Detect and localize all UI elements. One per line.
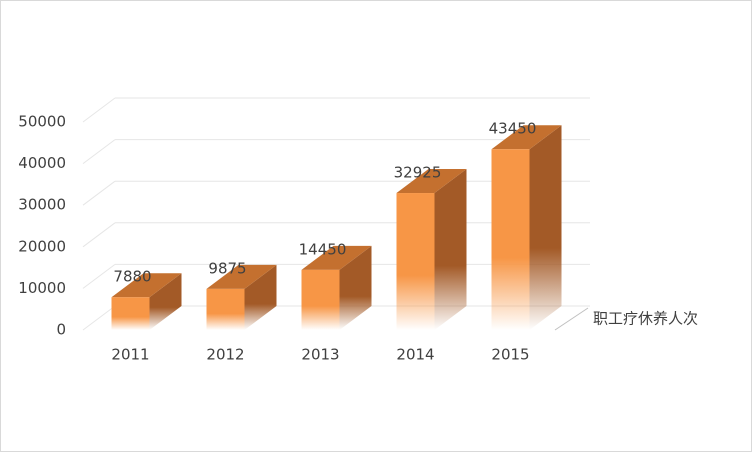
x-tick-label: 2011	[111, 346, 149, 364]
value-label: 14450	[299, 240, 347, 258]
bar	[301, 269, 340, 330]
bar-top	[396, 169, 467, 194]
x-tick-label: 2013	[301, 346, 339, 364]
x-tick-label: 2014	[396, 346, 434, 364]
grid-line	[82, 97, 116, 123]
grid-line	[82, 139, 116, 165]
grid-line	[82, 305, 116, 331]
bar-top	[206, 264, 277, 289]
value-label: 32925	[394, 164, 442, 182]
x-tick-label: 2015	[491, 346, 529, 364]
y-tick-label: 30000	[18, 196, 66, 214]
y-tick-label: 0	[56, 321, 66, 339]
grid-line	[82, 222, 116, 248]
depth-axis	[554, 307, 589, 331]
y-tick-label: 50000	[18, 113, 66, 131]
y-tick-label: 20000	[18, 237, 66, 255]
bar-side	[339, 245, 372, 330]
bar-side	[529, 125, 562, 330]
y-tick-label: 40000	[18, 154, 66, 172]
value-label: 43450	[489, 120, 537, 138]
bar	[206, 288, 245, 330]
bar	[491, 149, 530, 330]
grid-line	[82, 180, 116, 206]
bar-top	[111, 273, 182, 298]
bar-side	[244, 264, 277, 330]
bar	[111, 297, 150, 330]
grid-line	[82, 263, 116, 289]
bar	[396, 193, 435, 330]
value-label: 9875	[208, 259, 246, 277]
value-label: 7880	[113, 268, 151, 286]
y-tick-label: 10000	[18, 279, 66, 297]
bar-top	[491, 125, 562, 150]
series-label: 职工疗休养人次	[593, 310, 698, 328]
bar-side	[149, 273, 182, 330]
x-tick-label: 2012	[206, 346, 244, 364]
bar-side	[434, 169, 467, 330]
bar-top	[301, 245, 372, 270]
